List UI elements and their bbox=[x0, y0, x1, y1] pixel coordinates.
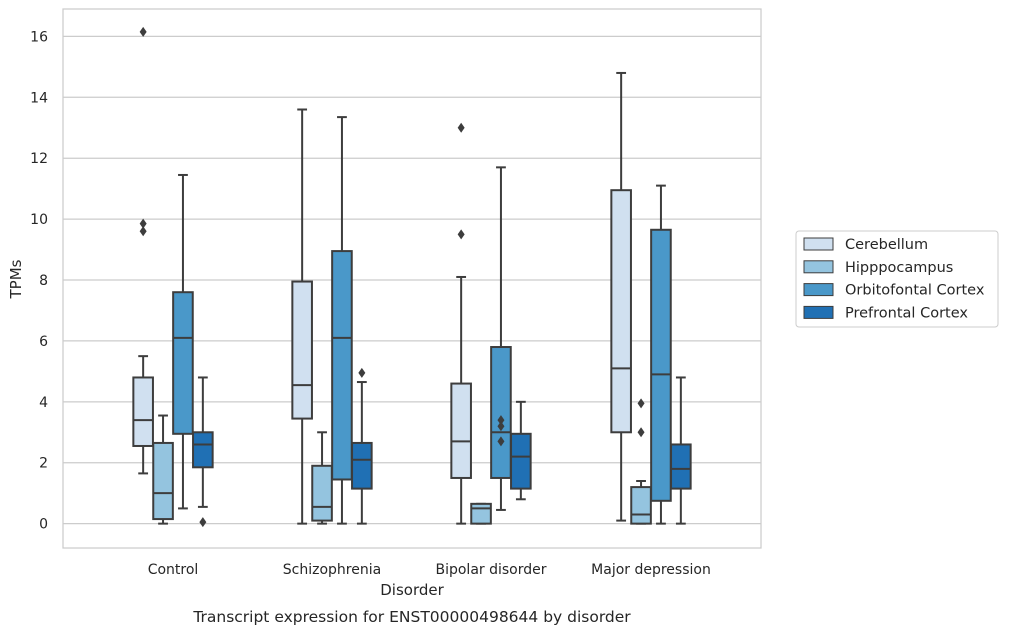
outlier-point bbox=[637, 398, 645, 409]
box-body bbox=[172, 291, 194, 435]
y-tick-label: 2 bbox=[39, 456, 48, 472]
box-group bbox=[510, 400, 532, 501]
outlier-point bbox=[497, 421, 505, 432]
legend-frame bbox=[795, 230, 999, 328]
box-body bbox=[152, 441, 174, 521]
y-tick-label: 10 bbox=[30, 212, 48, 228]
y-tick-label: 0 bbox=[39, 517, 48, 533]
box-body bbox=[351, 441, 373, 490]
box-body bbox=[510, 432, 532, 490]
plot-frame bbox=[62, 8, 762, 549]
outlier-point bbox=[637, 427, 645, 438]
box-marks bbox=[132, 26, 692, 528]
legend-label: Orbitofontal Cortex bbox=[845, 283, 985, 299]
outlier-point bbox=[139, 218, 147, 229]
y-axis-label: TPMs bbox=[7, 259, 25, 299]
plot-background bbox=[63, 9, 761, 548]
outlier-point bbox=[457, 229, 465, 240]
y-tick-label: 6 bbox=[39, 334, 48, 350]
legend-label: Hipppocampus bbox=[845, 260, 953, 276]
box-body bbox=[610, 189, 632, 434]
box-body bbox=[630, 486, 652, 525]
legend-label: Cerebellum bbox=[845, 237, 928, 253]
box-body bbox=[132, 376, 154, 447]
outlier-point bbox=[199, 517, 207, 528]
box-group bbox=[351, 367, 373, 525]
legend-label: Prefrontal Cortex bbox=[845, 305, 968, 321]
box-group bbox=[470, 502, 492, 525]
x-tick-label: Control bbox=[148, 562, 199, 578]
y-tick-labels: 0 2 4 6 8 10 12 14 16 bbox=[30, 29, 48, 532]
box-body bbox=[670, 443, 692, 490]
box-group bbox=[450, 122, 472, 525]
legend-swatch bbox=[803, 260, 834, 274]
legend: Cerebellum Hipppocampus Orbitofontal Corte… bbox=[795, 230, 999, 328]
box-body bbox=[450, 382, 472, 479]
box-group bbox=[610, 71, 632, 522]
box-group bbox=[331, 116, 353, 525]
legend-swatch bbox=[803, 283, 834, 297]
x-axis-label: Disorder bbox=[380, 581, 444, 599]
outlier-point bbox=[358, 367, 366, 378]
outlier-point bbox=[497, 415, 505, 426]
box-group bbox=[630, 398, 652, 525]
outlier-point bbox=[457, 122, 465, 133]
y-tick-label: 14 bbox=[30, 90, 48, 106]
box-group bbox=[172, 173, 194, 510]
box-group bbox=[490, 166, 512, 511]
x-tick-label: Schizophrenia bbox=[283, 562, 381, 578]
box-group bbox=[311, 431, 333, 525]
box-body bbox=[650, 228, 672, 502]
box-body bbox=[311, 464, 333, 522]
box-group bbox=[192, 376, 214, 528]
y-tick-label: 4 bbox=[39, 395, 48, 411]
x-tick-label: Bipolar disorder bbox=[435, 562, 546, 578]
y-tick-label: 8 bbox=[39, 273, 48, 289]
outlier-point bbox=[497, 436, 505, 447]
box-body bbox=[470, 502, 492, 525]
box-group bbox=[152, 414, 174, 525]
box-body bbox=[490, 346, 512, 479]
box-group bbox=[650, 184, 672, 525]
outlier-point bbox=[139, 26, 147, 37]
x-tick-label: Major depression bbox=[591, 562, 711, 578]
box-group bbox=[291, 108, 313, 525]
outlier-point bbox=[139, 226, 147, 237]
box-body bbox=[331, 250, 353, 481]
box-body bbox=[192, 431, 214, 469]
y-tick-label: 12 bbox=[30, 151, 48, 167]
box-group bbox=[132, 26, 154, 475]
x-tick-labels: Control Schizophrenia Bipolar disorder Majo… bbox=[148, 562, 711, 578]
legend-swatch bbox=[803, 305, 834, 319]
chart-caption: Transcript expression for ENST0000049864… bbox=[192, 608, 631, 626]
y-tick-label: 16 bbox=[30, 29, 48, 45]
legend-swatch bbox=[803, 237, 834, 251]
box-group bbox=[670, 376, 692, 525]
box-body bbox=[291, 280, 313, 420]
